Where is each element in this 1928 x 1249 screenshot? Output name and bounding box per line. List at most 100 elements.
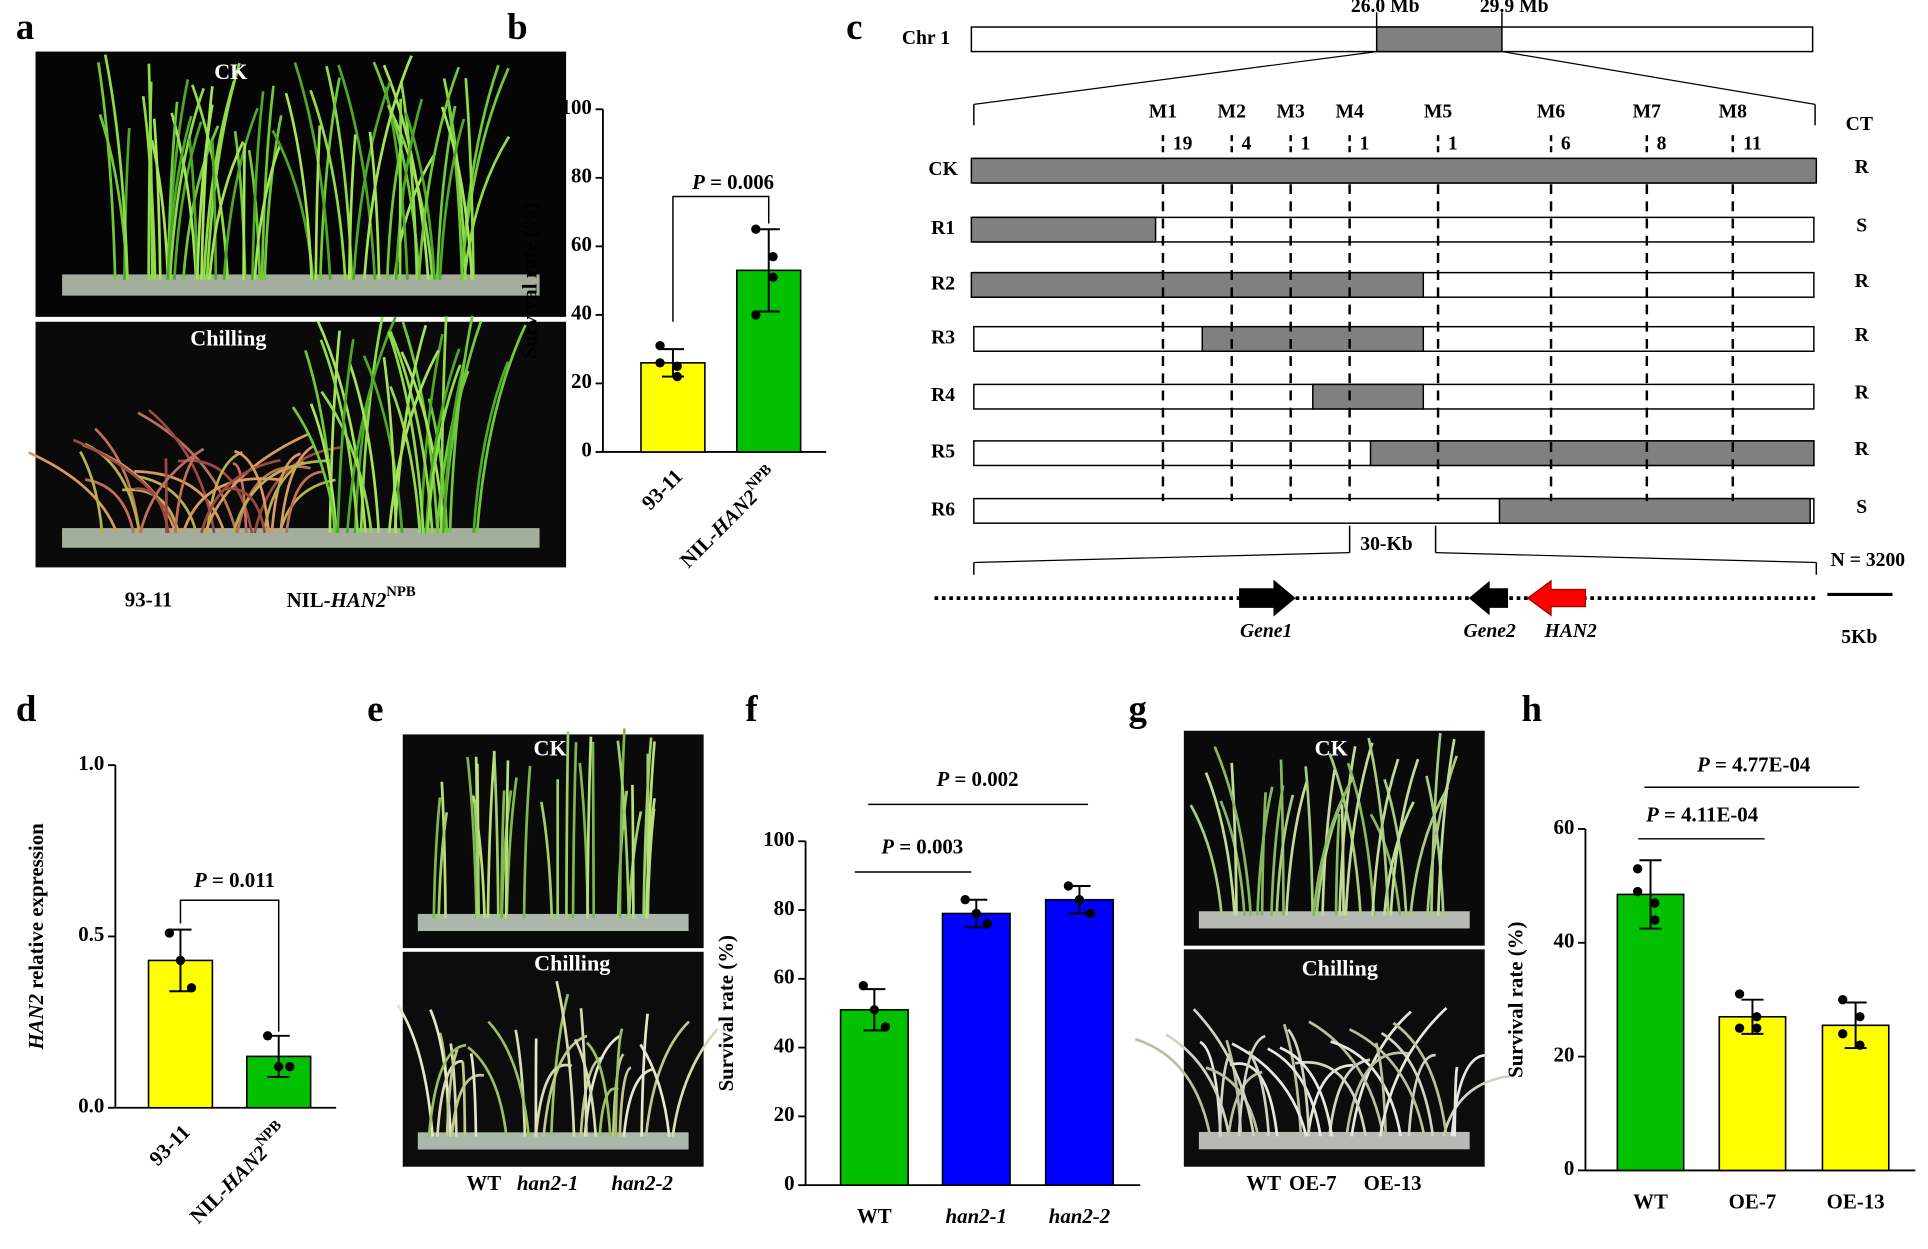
y-axis-label: Survival rate (%) bbox=[1504, 921, 1528, 1077]
leaf bbox=[492, 750, 500, 919]
leaf bbox=[270, 452, 302, 534]
leaf bbox=[134, 470, 226, 534]
leaf bbox=[398, 98, 402, 280]
line bbox=[1435, 552, 1817, 564]
bar bbox=[941, 912, 1011, 1186]
row-label: R2 bbox=[931, 272, 955, 294]
leaf bbox=[417, 66, 461, 280]
leaf bbox=[1348, 1028, 1426, 1137]
leaf bbox=[585, 1041, 612, 1137]
ct-value: R bbox=[1855, 270, 1870, 292]
leaf bbox=[1436, 738, 1456, 916]
leaf bbox=[438, 118, 466, 280]
leaf bbox=[284, 92, 314, 280]
data-point bbox=[1063, 881, 1074, 891]
y-tick-label: 80 bbox=[571, 164, 592, 188]
ct-value: R bbox=[1855, 324, 1870, 346]
leaf bbox=[542, 1034, 588, 1137]
genotype-label: OE-13 bbox=[1364, 1171, 1422, 1195]
leaf bbox=[540, 801, 554, 919]
donor-segment bbox=[970, 157, 1818, 184]
p-value: P = 0.011 bbox=[193, 868, 275, 892]
leaf bbox=[1338, 746, 1357, 916]
y-tick-label: 20 bbox=[1554, 1042, 1575, 1066]
recombinant-count: 1 bbox=[1301, 132, 1311, 154]
leaf bbox=[393, 324, 428, 534]
leaf bbox=[195, 104, 214, 280]
leaf bbox=[291, 406, 338, 534]
leaf bbox=[177, 459, 254, 534]
gene-label: Gene1 bbox=[1240, 620, 1292, 642]
ct-value: R bbox=[1855, 438, 1870, 460]
leaf bbox=[28, 451, 119, 534]
photo-label: CK bbox=[1315, 735, 1349, 760]
leaf bbox=[170, 112, 198, 280]
x-tick-label: OE-13 bbox=[1827, 1189, 1885, 1213]
position-label: 29.9 Mb bbox=[1480, 0, 1549, 17]
data-point bbox=[880, 1022, 891, 1032]
donor-segment bbox=[1369, 440, 1815, 467]
leaf bbox=[320, 390, 373, 534]
photo bbox=[1183, 949, 1485, 1167]
leaf bbox=[173, 456, 196, 534]
leaf bbox=[534, 1063, 573, 1137]
leaf bbox=[1345, 1051, 1410, 1137]
leaf bbox=[1389, 758, 1420, 916]
y-tick-label: 0.0 bbox=[78, 1094, 104, 1118]
data-point bbox=[672, 371, 682, 382]
photo-label: CK bbox=[534, 735, 568, 760]
leaf bbox=[618, 728, 626, 919]
leaf bbox=[475, 324, 527, 534]
leaf bbox=[382, 64, 430, 280]
data-point bbox=[1650, 915, 1660, 925]
y-tick-label: 1.0 bbox=[78, 751, 104, 775]
leaf bbox=[1192, 1008, 1256, 1137]
data-point bbox=[262, 1031, 273, 1041]
position-label: 26.0 Mb bbox=[1351, 0, 1420, 17]
error-bar bbox=[1639, 859, 1662, 930]
recombinant-count: 8 bbox=[1657, 132, 1667, 154]
data-point bbox=[1650, 898, 1660, 908]
x-tick-label: OE-7 bbox=[1729, 1189, 1777, 1213]
panel-label: d bbox=[16, 688, 37, 729]
y-tick-label: 0 bbox=[1564, 1156, 1574, 1180]
leaf bbox=[1237, 1034, 1266, 1137]
leaf bbox=[1294, 1060, 1368, 1137]
data-point bbox=[1074, 895, 1085, 905]
leaf bbox=[616, 740, 631, 919]
leaf bbox=[1409, 786, 1449, 916]
data-point bbox=[1632, 886, 1643, 897]
data-point bbox=[175, 955, 186, 966]
genotype-label: 93-11 bbox=[125, 588, 173, 612]
y-tick-label: 40 bbox=[1554, 929, 1575, 953]
significance-bracket bbox=[672, 195, 770, 322]
leaf bbox=[1247, 1050, 1271, 1137]
region-label: 30-Kb bbox=[1360, 533, 1412, 555]
leaf bbox=[449, 1043, 458, 1137]
y-tick-label: 60 bbox=[774, 965, 795, 989]
y-tick-label: 20 bbox=[571, 369, 592, 393]
leaf bbox=[166, 115, 193, 280]
row-label: R6 bbox=[931, 498, 955, 520]
leaf bbox=[429, 1009, 453, 1137]
leaf bbox=[1204, 772, 1237, 916]
leaf bbox=[462, 135, 511, 280]
leaf bbox=[242, 143, 247, 280]
tray bbox=[62, 528, 540, 548]
y-tick-label: 0 bbox=[581, 438, 591, 462]
bar bbox=[1821, 1024, 1890, 1172]
leaf bbox=[1392, 1021, 1448, 1137]
recombinant-count: 11 bbox=[1743, 132, 1762, 154]
leaf bbox=[1369, 813, 1402, 916]
genotype-label: NIL-HAN2NPB bbox=[287, 585, 416, 612]
tray bbox=[1198, 911, 1470, 929]
population-label: N = 3200 bbox=[1831, 549, 1906, 571]
leaf bbox=[222, 107, 259, 280]
leaf bbox=[79, 450, 104, 534]
leaf bbox=[1312, 784, 1351, 916]
data-point bbox=[655, 358, 665, 368]
leaf bbox=[464, 77, 475, 280]
leaf bbox=[314, 125, 322, 280]
leaf bbox=[205, 450, 243, 534]
marker-label: M4 bbox=[1335, 100, 1364, 122]
